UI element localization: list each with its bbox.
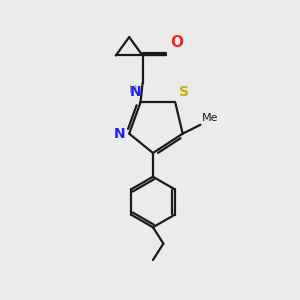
- Text: O: O: [170, 34, 183, 50]
- Text: N: N: [114, 127, 126, 141]
- Text: H: H: [129, 85, 137, 94]
- Text: Me: Me: [202, 113, 218, 123]
- Text: N: N: [130, 85, 141, 99]
- Text: S: S: [179, 85, 189, 100]
